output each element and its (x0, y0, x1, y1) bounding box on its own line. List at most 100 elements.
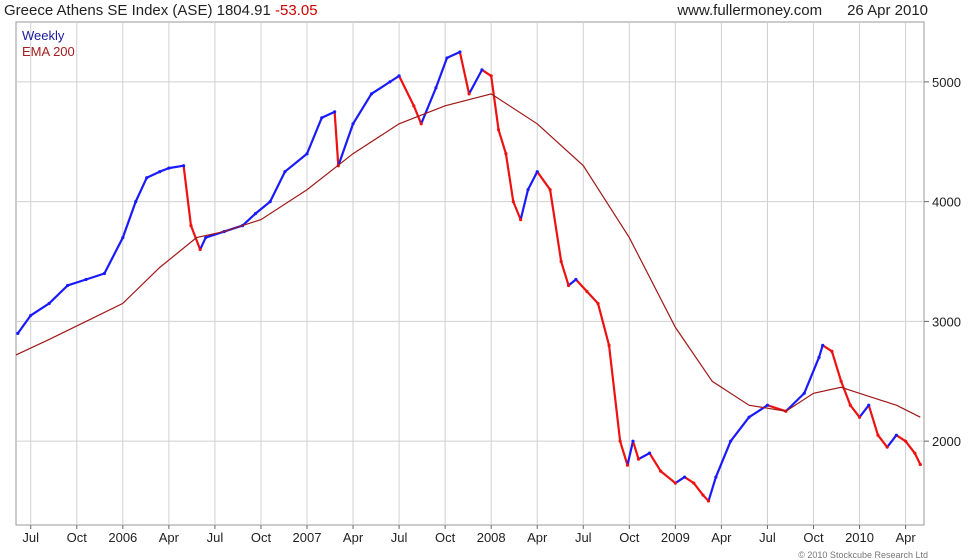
x-tick-label: Oct (619, 530, 640, 545)
price-point (913, 451, 917, 455)
price-segment (659, 470, 677, 485)
price-point (692, 481, 696, 485)
price-segment (876, 434, 889, 449)
price-segment (467, 68, 484, 95)
price-point (145, 176, 149, 180)
price-point (729, 439, 733, 443)
chart-title: Greece Athens SE Index (ASE) 1804.91 -53… (4, 2, 318, 19)
chart-source: www.fullermoney.com 26 Apr 2010 (677, 2, 928, 19)
y-tick-label: 4000 (932, 195, 961, 210)
price-segment (519, 188, 530, 221)
price-segment (840, 380, 852, 407)
price-segment (821, 344, 834, 353)
price-segment (158, 167, 170, 173)
copyright-notice: © 2010 Stockcube Research Ltd (798, 550, 928, 560)
price-segment (84, 272, 106, 281)
price-point (412, 104, 416, 108)
x-tick-label: Jul (207, 530, 224, 545)
price-point (706, 499, 711, 503)
price-segment (619, 440, 629, 467)
y-tick-label: 2000 (932, 434, 961, 449)
price-segment (320, 110, 336, 119)
price-change: -53.05 (275, 2, 318, 19)
price-segment (574, 278, 589, 293)
plot-frame (15, 21, 925, 526)
price-point (253, 212, 258, 216)
price-point (204, 235, 208, 240)
x-tick-label: Oct (67, 530, 88, 545)
price-segment (817, 344, 824, 359)
x-tick-label: 2006 (108, 530, 137, 545)
price-segment (490, 74, 500, 131)
y-tick-label: 3000 (932, 314, 961, 329)
price-point (182, 164, 186, 168)
price-point (65, 283, 70, 288)
price-segment (512, 200, 522, 221)
price-segment (66, 278, 88, 287)
price-segment (199, 236, 207, 251)
price-point (585, 289, 589, 294)
x-tick-label: Oct (435, 530, 456, 545)
price-segment (145, 170, 161, 179)
price-segment (254, 200, 272, 215)
x-tick-label: Apr (895, 530, 916, 545)
price-point (29, 313, 33, 318)
price-point (198, 247, 202, 252)
price-point (830, 349, 834, 353)
price-segment (241, 212, 257, 227)
price-point (320, 116, 324, 120)
price-point (817, 355, 821, 359)
x-tick-label: 2007 (293, 530, 322, 545)
legend-ema: EMA 200 (22, 44, 75, 59)
price-segment (536, 170, 552, 191)
price-point (333, 110, 337, 114)
price-point (504, 152, 508, 156)
price-segment (351, 92, 373, 125)
price-point (839, 379, 843, 383)
price-segment (121, 200, 137, 239)
chart-date: 26 Apr 2010 (847, 2, 928, 19)
x-tick-label: Apr (527, 530, 548, 545)
price-point (167, 166, 171, 170)
index-name: Greece Athens SE Index (ASE) (4, 2, 213, 19)
price-point (535, 170, 539, 174)
price-segment (626, 440, 635, 467)
price-point (388, 80, 392, 84)
price-point (16, 331, 20, 335)
price-point (714, 475, 718, 479)
price-segment (504, 152, 515, 203)
price-point (519, 218, 523, 222)
price-segment (189, 224, 202, 251)
price-segment (549, 188, 563, 263)
price-point (574, 277, 578, 282)
x-tick-label: Oct (251, 530, 272, 545)
price-segment (333, 110, 340, 167)
x-tick-label: Apr (343, 530, 364, 545)
price-point (351, 122, 355, 126)
price-point (885, 445, 889, 449)
price-segment (607, 344, 622, 443)
price-point (848, 403, 852, 407)
price-point (618, 439, 622, 443)
price-segment (370, 80, 391, 95)
price-segment (337, 122, 355, 167)
x-tick-label: Jul (22, 530, 39, 545)
price-point (511, 200, 515, 204)
price-segment (674, 475, 686, 485)
x-tick-label: Jul (391, 530, 408, 545)
price-point (802, 391, 806, 395)
price-point (857, 415, 862, 419)
price-segment (526, 170, 539, 191)
price-segment (412, 104, 423, 125)
price-point (903, 439, 908, 443)
x-tick-label: Apr (159, 530, 180, 545)
price-point (647, 451, 652, 455)
price-segment (913, 452, 922, 466)
price-point (84, 277, 88, 282)
price-segment (29, 302, 51, 317)
price-point (121, 235, 125, 240)
price-segment (283, 152, 309, 173)
price-point (894, 433, 898, 437)
price-segment (895, 434, 907, 443)
